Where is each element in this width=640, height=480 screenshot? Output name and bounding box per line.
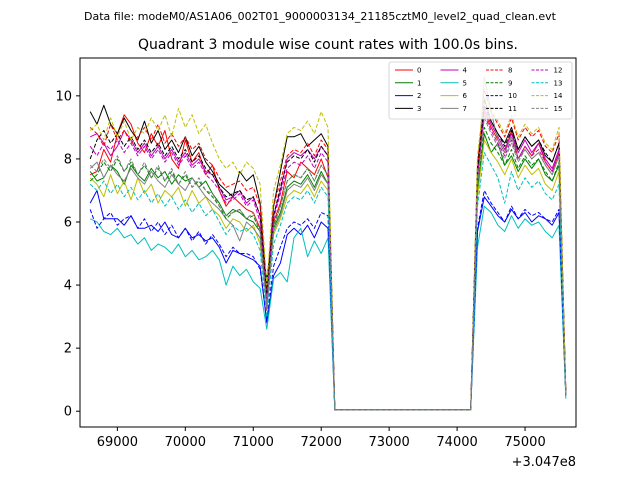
x-tick-label: 75000 — [504, 435, 545, 450]
series-line-15 — [89, 117, 567, 411]
series-layer — [89, 76, 567, 411]
x-axis: 69000 70000 71000 72000 73000 74000 75000 — [97, 427, 546, 450]
x-tick-label: 69000 — [97, 435, 138, 450]
legend-label-6: 6 — [463, 92, 468, 100]
series-line-12 — [89, 114, 567, 411]
series-line-5 — [89, 205, 567, 411]
x-tick-label: 70000 — [165, 435, 206, 450]
x-offset-label: +3.047e8 — [512, 455, 576, 470]
y-tick-label: 8 — [64, 152, 72, 167]
y-axis: 0 2 4 6 8 10 — [55, 89, 80, 420]
y-tick-label: 4 — [64, 279, 72, 294]
legend-label-14: 14 — [554, 92, 563, 100]
series-line-10 — [89, 190, 567, 411]
legend-label-2: 2 — [417, 92, 421, 100]
x-tick-label: 71000 — [233, 435, 274, 450]
legend-label-9: 9 — [508, 79, 512, 87]
y-tick-label: 6 — [64, 216, 72, 231]
legend-label-1: 1 — [417, 79, 421, 87]
legend-box — [388, 61, 573, 120]
legend-label-11: 11 — [508, 105, 517, 113]
legend-label-3: 3 — [417, 105, 421, 113]
series-line-13 — [89, 152, 567, 411]
legend-label-4: 4 — [463, 67, 468, 75]
y-tick-label: 0 — [64, 405, 72, 420]
legend-label-8: 8 — [508, 67, 512, 75]
legend-label-5: 5 — [463, 79, 467, 87]
x-tick-label: 73000 — [368, 435, 409, 450]
legend-label-7: 7 — [463, 105, 467, 113]
legend-label-0: 0 — [417, 67, 421, 75]
legend-label-13: 13 — [554, 79, 563, 87]
y-tick-label: 2 — [64, 342, 72, 357]
plot-frame — [79, 57, 577, 428]
x-tick-label: 74000 — [436, 435, 477, 450]
legend-label-10: 10 — [508, 92, 517, 100]
y-tick-label: 10 — [55, 89, 72, 104]
chart-suptitle: Data file: modeM0/AS1A06_002T01_90000031… — [84, 10, 557, 23]
x-tick-label: 72000 — [301, 435, 342, 450]
series-line-11 — [89, 104, 567, 411]
chart-title: Quadrant 3 module wise count rates with … — [138, 37, 518, 53]
legend-label-12: 12 — [554, 67, 563, 75]
legend-label-15: 15 — [554, 105, 563, 113]
series-line-8 — [89, 89, 567, 411]
